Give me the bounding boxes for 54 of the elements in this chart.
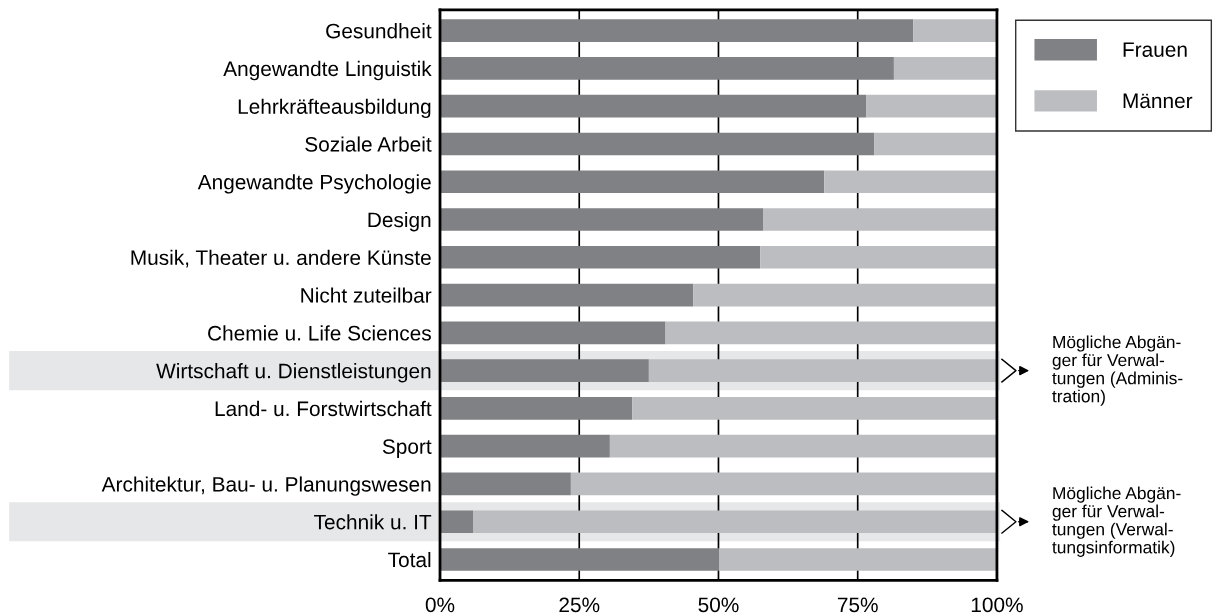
y-tick-label: Total — [388, 551, 431, 568]
bar — [824, 170, 997, 194]
bar — [440, 94, 867, 118]
bar — [693, 283, 997, 307]
bar — [648, 359, 997, 382]
bar — [440, 132, 875, 156]
y-tick-label: Musik, Theater u. andere Künste — [131, 249, 431, 268]
bar — [440, 57, 894, 80]
bar — [440, 283, 694, 307]
bar — [893, 57, 997, 80]
bar — [473, 510, 997, 534]
y-tick-label: Land- u. Forstwirtschaft — [215, 400, 432, 417]
bar — [440, 434, 610, 458]
bar — [763, 208, 997, 231]
legend-label: Männer — [1123, 93, 1193, 109]
x-tick-label: 75% — [837, 597, 878, 613]
y-tick-label: Soziale Arbeit — [305, 136, 432, 152]
bar — [760, 245, 997, 269]
y-tick-label: Design — [368, 211, 431, 232]
bar — [440, 208, 764, 231]
bar — [440, 19, 914, 42]
bar — [609, 434, 997, 458]
y-tick-label: Angewandte Linguistik — [223, 60, 432, 81]
bar — [440, 548, 719, 571]
bar — [440, 321, 666, 345]
y-tick-label: Nicht zuteilbar — [301, 287, 432, 303]
x-tick-label: 25% — [559, 597, 600, 613]
bar — [440, 510, 474, 534]
y-tick-label: Sport — [382, 439, 432, 459]
x-tick-label: 0% — [425, 597, 455, 613]
y-tick-label: Angewandte Psychologie — [197, 174, 431, 194]
bar — [632, 397, 997, 420]
text: Mögliche Abgän- ger für Verwal- tungen (Verwal- tungsinformatik) — [1052, 486, 1181, 557]
bar — [440, 359, 649, 382]
legend-label: Frauen — [1123, 42, 1187, 57]
text: Mögliche Abgän- ger für Verwal- tungen (Adminis- tration) — [1052, 335, 1183, 406]
bar — [570, 472, 997, 496]
y-tick-label: Lehrkräfteausbildung — [238, 98, 431, 119]
y-tick-label: Gesundheit — [326, 23, 432, 39]
bar — [913, 19, 997, 42]
bar — [874, 132, 997, 156]
bar — [440, 472, 571, 496]
bar — [440, 245, 761, 269]
x-tick-label: 100% — [971, 597, 1023, 613]
y-tick-label: Technik u. IT — [314, 514, 432, 530]
x-tick-label: 50% — [698, 597, 739, 613]
bar — [440, 397, 633, 420]
y-tick-label: Chemie u. Life Sciences — [208, 325, 431, 341]
y-tick-label: Architektur, Bau- u. Planungswesen — [101, 476, 431, 496]
bar — [665, 321, 997, 345]
bar — [866, 94, 997, 118]
bar — [440, 170, 825, 194]
y-tick-label: Wirtschaft u. Dienstleistungen — [156, 363, 431, 383]
bar — [718, 548, 997, 571]
